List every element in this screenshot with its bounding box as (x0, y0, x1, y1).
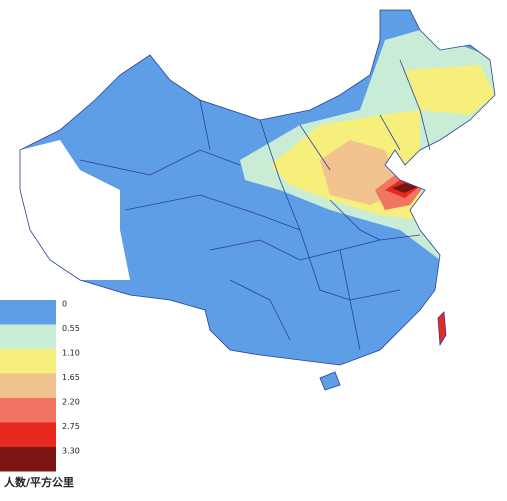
legend-label: 1.10 (62, 349, 80, 358)
legend-swatch (0, 373, 56, 398)
legend-label: 1.65 (62, 373, 80, 382)
legend-swatch (0, 447, 56, 472)
legend-label: 0.55 (62, 324, 80, 333)
province-borders (79, 59, 431, 351)
legend-swatch (0, 349, 56, 374)
legend-label: 2.75 (62, 422, 80, 431)
density-map (20, 10, 495, 365)
taiwan (437, 311, 447, 347)
legend-swatch (0, 300, 56, 325)
legend-label: 2.20 (62, 398, 80, 407)
country-outline (19, 9, 496, 366)
legend-swatch (0, 398, 56, 423)
legend-label: 0 (62, 300, 67, 309)
hainan (319, 371, 341, 391)
legend-swatch (0, 324, 56, 349)
legend-title: 人数/平方公里 (4, 475, 74, 489)
legend-label: 3.30 (62, 447, 80, 456)
legend: 0 0.55 1.10 1.65 2.20 2.75 3.30 (0, 300, 80, 472)
legend-swatch (0, 422, 56, 447)
